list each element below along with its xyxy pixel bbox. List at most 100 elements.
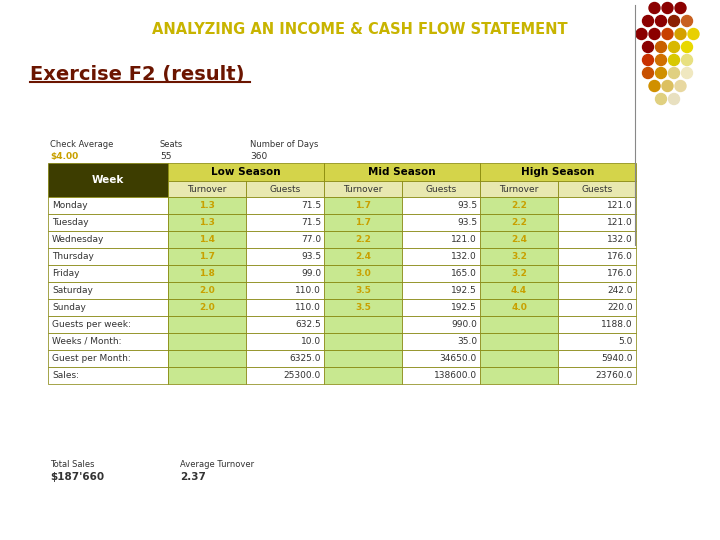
Text: 220.0: 220.0: [608, 303, 633, 312]
Text: Average Turnover: Average Turnover: [180, 460, 254, 469]
Bar: [168, 231, 246, 248]
Bar: [402, 350, 480, 367]
Text: 10.0: 10.0: [301, 337, 321, 346]
Text: Check Average: Check Average: [50, 140, 113, 149]
Bar: [558, 265, 636, 282]
Text: 360: 360: [250, 152, 267, 161]
Text: 132.0: 132.0: [607, 235, 633, 244]
Bar: [480, 282, 558, 299]
Bar: [402, 231, 480, 248]
Bar: [168, 299, 246, 316]
Text: Thursday: Thursday: [52, 252, 94, 261]
Text: 3.5: 3.5: [355, 286, 371, 295]
Bar: [402, 214, 480, 231]
Bar: [48, 333, 168, 350]
Bar: [324, 333, 402, 350]
Bar: [168, 181, 246, 197]
Bar: [480, 265, 558, 282]
Circle shape: [655, 55, 667, 65]
Circle shape: [675, 3, 686, 14]
Bar: [246, 231, 324, 248]
Bar: [402, 316, 480, 333]
Text: $187'660: $187'660: [50, 472, 104, 482]
Bar: [558, 333, 636, 350]
Bar: [324, 282, 402, 299]
Text: 34650.0: 34650.0: [440, 354, 477, 363]
Bar: [48, 367, 168, 384]
Bar: [246, 248, 324, 265]
Text: 2.0: 2.0: [199, 286, 215, 295]
Bar: [246, 350, 324, 367]
Text: 3.2: 3.2: [511, 269, 527, 278]
Text: 1.4: 1.4: [199, 235, 215, 244]
Text: 93.5: 93.5: [457, 201, 477, 210]
Bar: [48, 163, 168, 197]
Bar: [48, 299, 168, 316]
Bar: [48, 265, 168, 282]
Bar: [168, 333, 246, 350]
Text: Low Season: Low Season: [211, 167, 281, 177]
Text: 242.0: 242.0: [608, 286, 633, 295]
Bar: [48, 316, 168, 333]
Bar: [246, 367, 324, 384]
Text: 192.5: 192.5: [451, 286, 477, 295]
Text: 2.0: 2.0: [199, 303, 215, 312]
Circle shape: [688, 29, 699, 39]
Bar: [558, 231, 636, 248]
Text: 110.0: 110.0: [295, 286, 321, 295]
Bar: [558, 181, 636, 197]
Bar: [402, 248, 480, 265]
Text: 5940.0: 5940.0: [601, 354, 633, 363]
Circle shape: [682, 68, 693, 78]
Bar: [168, 282, 246, 299]
Bar: [480, 248, 558, 265]
Text: 3.2: 3.2: [511, 252, 527, 261]
Text: 1.7: 1.7: [355, 201, 371, 210]
Text: 4.4: 4.4: [511, 286, 527, 295]
Circle shape: [682, 16, 693, 26]
Circle shape: [682, 42, 693, 52]
Bar: [402, 299, 480, 316]
Bar: [168, 350, 246, 367]
Text: 35.0: 35.0: [457, 337, 477, 346]
Bar: [246, 265, 324, 282]
Circle shape: [655, 93, 667, 105]
Bar: [480, 350, 558, 367]
Bar: [246, 299, 324, 316]
Text: 3.5: 3.5: [355, 303, 371, 312]
Text: Weeks / Month:: Weeks / Month:: [52, 337, 122, 346]
Text: 176.0: 176.0: [607, 252, 633, 261]
Bar: [246, 181, 324, 197]
Text: 1.8: 1.8: [199, 269, 215, 278]
Circle shape: [682, 55, 693, 65]
Text: Turnover: Turnover: [187, 185, 227, 193]
Bar: [480, 163, 636, 181]
Text: 2.4: 2.4: [355, 252, 371, 261]
Circle shape: [675, 29, 686, 39]
Bar: [558, 299, 636, 316]
Text: 2.2: 2.2: [511, 201, 527, 210]
Text: 23760.0: 23760.0: [595, 371, 633, 380]
Bar: [402, 197, 480, 214]
Text: 5.0: 5.0: [618, 337, 633, 346]
Text: 1.7: 1.7: [355, 218, 371, 227]
Text: 121.0: 121.0: [607, 201, 633, 210]
Text: 1.7: 1.7: [199, 252, 215, 261]
Text: 110.0: 110.0: [295, 303, 321, 312]
Bar: [324, 181, 402, 197]
Text: 55: 55: [160, 152, 171, 161]
Bar: [402, 181, 480, 197]
Circle shape: [642, 16, 654, 26]
Bar: [324, 163, 480, 181]
Circle shape: [668, 16, 680, 26]
Bar: [402, 265, 480, 282]
Bar: [168, 316, 246, 333]
Circle shape: [649, 29, 660, 39]
Circle shape: [642, 42, 654, 52]
Bar: [558, 316, 636, 333]
Bar: [480, 316, 558, 333]
Bar: [480, 197, 558, 214]
Circle shape: [642, 68, 654, 78]
Circle shape: [662, 29, 673, 39]
Bar: [402, 282, 480, 299]
